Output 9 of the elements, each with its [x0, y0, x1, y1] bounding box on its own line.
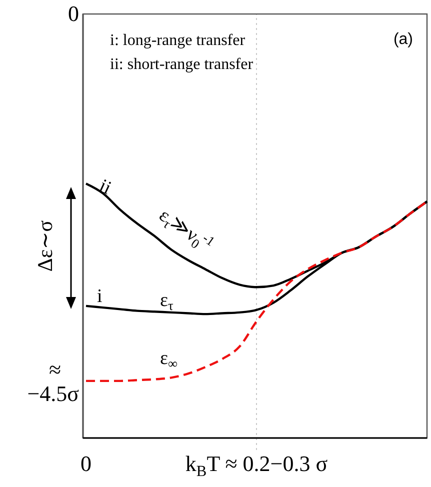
text: Δε∼σ: [33, 220, 57, 272]
annotation: i: [97, 286, 102, 307]
annotation: (a): [393, 31, 413, 48]
annotation: ii: short-range transfer: [110, 56, 254, 73]
x-tick-label: k$_{B}$T ≈ 0.2−0.3 σ: [185, 451, 328, 480]
y-tick-label: ≈ −4.5σ: [27, 356, 80, 406]
annotation: i: long-range transfer: [110, 32, 246, 49]
annotation: ε$_{τ}$: [160, 290, 174, 313]
annotation: ε$_{∞}$: [160, 348, 178, 371]
